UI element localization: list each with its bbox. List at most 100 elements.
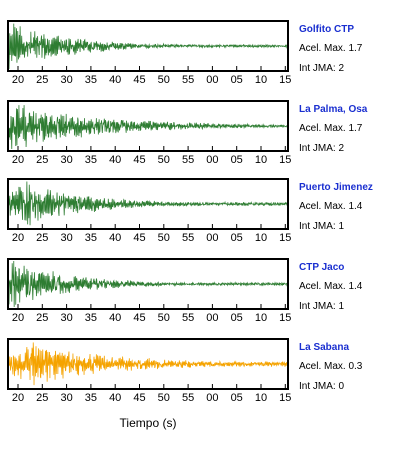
x-tick-label: 20	[11, 154, 25, 166]
x-tick-labels: 20 25 30 35 40 45 50 55 00 05 10 15	[9, 312, 292, 324]
max-acceleration: Acel. Max. 1.4	[299, 201, 363, 212]
x-tick-label: 10	[254, 312, 268, 324]
x-tick-label: 35	[84, 312, 98, 324]
x-tick-label: 50	[157, 312, 170, 324]
seismogram-panel	[7, 20, 289, 72]
x-tick-label: 05	[230, 312, 243, 324]
seismogram-plot	[9, 105, 287, 150]
station-info: Golfito CTP Acel. Max. 1.7 Int JMA: 2	[299, 24, 409, 74]
x-tick-label: 20	[11, 312, 25, 324]
x-tick-labels: 20 25 30 35 40 45 50 55 00 05 10 15	[9, 232, 292, 244]
x-tick-label: 45	[133, 392, 146, 404]
x-tick-label: 50	[157, 392, 170, 404]
x-tick-label: 35	[84, 232, 98, 244]
x-tick-label: 05	[230, 232, 243, 244]
x-tick-label: 15	[279, 392, 292, 404]
jma-intensity: Int JMA: 1	[299, 301, 345, 312]
x-tick-label: 05	[230, 154, 243, 166]
x-tick-label: 20	[11, 74, 25, 86]
x-tick-label: 15	[279, 154, 292, 166]
x-tick-label: 50	[157, 74, 170, 86]
station-info: CTP Jaco Acel. Max. 1.4 Int JMA: 1	[299, 262, 409, 312]
station-name: La Palma, Osa	[299, 104, 368, 115]
x-tick-label: 10	[254, 232, 268, 244]
station-name: CTP Jaco	[299, 262, 345, 273]
x-tick-label: 55	[181, 232, 195, 244]
x-tick-label: 30	[60, 232, 73, 244]
x-tick-label: 00	[206, 312, 219, 324]
seismogram-trace	[9, 260, 287, 308]
seismogram-panel	[7, 100, 289, 152]
station-name: Golfito CTP	[299, 24, 354, 35]
x-tick-label: 40	[109, 392, 122, 404]
seismogram-trace	[9, 181, 287, 226]
x-tick-label: 50	[157, 232, 170, 244]
x-tick-label: 15	[279, 312, 292, 324]
x-tick-label: 25	[36, 232, 49, 244]
x-tick-label: 40	[109, 312, 122, 324]
x-tick-label: 30	[60, 74, 73, 86]
x-tick-label: 10	[254, 154, 268, 166]
x-tick-label: 30	[60, 154, 73, 166]
x-tick-label: 55	[181, 312, 195, 324]
max-acceleration: Acel. Max. 1.4	[299, 281, 363, 292]
x-tick-label: 15	[279, 74, 292, 86]
seismogram-plot	[9, 342, 287, 388]
station-name: Puerto Jimenez	[299, 182, 373, 193]
station-name: La Sabana	[299, 342, 350, 353]
x-tick-label: 45	[133, 232, 146, 244]
x-tick-label: 00	[206, 392, 219, 404]
seismogram-plot	[9, 23, 287, 70]
x-tick-labels: 20 25 30 35 40 45 50 55 00 05 10 15	[9, 74, 292, 86]
x-tick-labels: 20 25 30 35 40 45 50 55 00 05 10 15	[9, 392, 292, 404]
x-tick-label: 35	[84, 154, 98, 166]
x-tick-label: 55	[181, 74, 195, 86]
x-tick-label: 45	[133, 154, 146, 166]
x-tick-label: 45	[133, 74, 146, 86]
x-tick-label: 50	[157, 154, 170, 166]
max-acceleration: Acel. Max. 1.7	[299, 43, 363, 54]
seismogram-trace	[9, 105, 287, 150]
x-tick-label: 05	[230, 74, 243, 86]
jma-intensity: Int JMA: 2	[299, 143, 345, 154]
station-info: La Palma, Osa Acel. Max. 1.7 Int JMA: 2	[299, 104, 409, 154]
x-tick-label: 20	[11, 392, 25, 404]
seismogram-trace	[9, 342, 287, 386]
x-tick-label: 30	[60, 312, 73, 324]
x-tick-label: 10	[254, 74, 268, 86]
jma-intensity: Int JMA: 1	[299, 221, 345, 232]
x-tick-label: 40	[109, 232, 122, 244]
x-tick-label: 25	[36, 392, 49, 404]
x-tick-label: 55	[181, 392, 195, 404]
x-tick-label: 00	[206, 154, 219, 166]
seismogram-panel	[7, 258, 289, 310]
jma-intensity: Int JMA: 2	[299, 63, 345, 74]
x-tick-label: 30	[60, 392, 73, 404]
seismogram-plot	[9, 181, 287, 228]
seismogram-trace	[9, 23, 287, 70]
seismogram-plot	[9, 260, 287, 308]
x-tick-label: 20	[11, 232, 25, 244]
x-tick-label: 55	[181, 154, 195, 166]
x-tick-label: 00	[206, 232, 219, 244]
x-tick-label: 15	[279, 232, 292, 244]
station-info: La Sabana Acel. Max. 0.3 Int JMA: 0	[299, 342, 409, 392]
x-tick-label: 45	[133, 312, 146, 324]
x-tick-label: 00	[206, 74, 219, 86]
x-tick-label: 40	[109, 154, 122, 166]
x-tick-label: 35	[84, 392, 98, 404]
jma-intensity: Int JMA: 0	[299, 381, 345, 392]
station-info: Puerto Jimenez Acel. Max. 1.4 Int JMA: 1	[299, 182, 409, 232]
x-tick-label: 35	[84, 74, 98, 86]
x-tick-label: 25	[36, 154, 49, 166]
seismogram-panel	[7, 178, 289, 230]
x-axis-label-text: Tiempo (s)	[119, 416, 177, 430]
x-tick-label: 25	[36, 74, 49, 86]
x-tick-labels: 20 25 30 35 40 45 50 55 00 05 10 15	[9, 154, 292, 166]
x-tick-label: 25	[36, 312, 49, 324]
max-acceleration: Acel. Max. 0.3	[299, 361, 363, 372]
x-tick-label: 40	[109, 74, 122, 86]
max-acceleration: Acel. Max. 1.7	[299, 123, 363, 134]
x-tick-label: 05	[230, 392, 243, 404]
seismogram-panel	[7, 338, 289, 390]
